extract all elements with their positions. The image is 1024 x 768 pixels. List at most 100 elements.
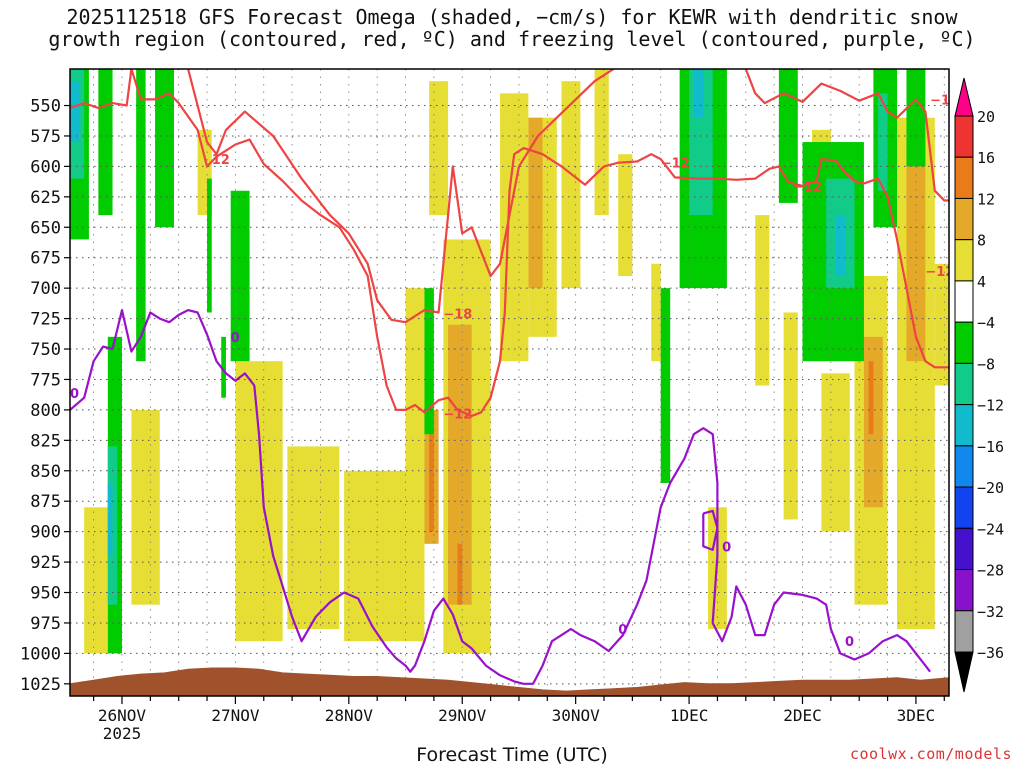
contour-label: −12 bbox=[443, 408, 472, 423]
omega-cell bbox=[783, 312, 798, 520]
colorbar: 20 16 12 8 4 −4 −8 −12 −16 −20 −24 −28 −32 −36 bbox=[954, 77, 1004, 693]
x-tick-label: 26NOV bbox=[98, 706, 147, 725]
x-tick-label: 1DEC bbox=[670, 706, 709, 725]
contour-label: −12 bbox=[793, 180, 822, 195]
x-tick-label: 28NOV bbox=[325, 706, 374, 725]
colorbar-label: 16 bbox=[977, 149, 995, 167]
colorbar-label: −8 bbox=[977, 355, 995, 373]
y-tick-label: 600 bbox=[30, 157, 61, 177]
contour-label: 12 bbox=[212, 153, 230, 168]
y-tick-label: 1025 bbox=[20, 675, 61, 695]
x-tick-label: 29NOV bbox=[438, 706, 487, 725]
title-line-1: 2025112518 GFS Forecast Omega (shaded, −… bbox=[66, 5, 958, 29]
omega-cell bbox=[660, 288, 671, 483]
y-tick-label: 750 bbox=[30, 340, 61, 360]
plot-frame bbox=[69, 68, 950, 697]
freezing-level-0c-loop bbox=[702, 509, 719, 551]
omega-cell bbox=[651, 263, 661, 362]
colorbar-segment bbox=[954, 527, 974, 571]
terrain bbox=[70, 667, 949, 696]
colorbar-label: −12 bbox=[977, 397, 1004, 415]
credit-text: coolwx.com/models bbox=[849, 745, 1012, 763]
contour-label: −18 bbox=[930, 93, 959, 108]
terrain-fill bbox=[70, 667, 949, 696]
title-line-2: growth region (contoured, red, ºC) and f… bbox=[48, 27, 976, 51]
x-tick-label: 2DEC bbox=[783, 706, 822, 725]
colorbar-label: 8 bbox=[977, 232, 986, 250]
contour-label: 0 bbox=[70, 387, 79, 402]
colorbar-segment bbox=[954, 362, 974, 406]
omega-cell bbox=[207, 178, 212, 313]
y-tick-label: 1000 bbox=[20, 644, 61, 664]
omega-cell bbox=[429, 81, 449, 216]
omega-cell bbox=[561, 81, 581, 289]
omega-cell bbox=[934, 263, 949, 386]
y-axis: 550 575 600 625 650 675 700 725 750 775 800 825 850 8… bbox=[20, 97, 70, 695]
colorbar-label: 4 bbox=[977, 273, 986, 291]
chart-title: 2025112518 GFS Forecast Omega (shaded, −… bbox=[0, 6, 1024, 50]
omega-cell bbox=[424, 288, 434, 435]
contour-label: 0 bbox=[618, 623, 627, 638]
omega-cell bbox=[131, 409, 160, 605]
y-tick-label: 825 bbox=[30, 431, 61, 451]
y-tick-label: 775 bbox=[30, 370, 61, 390]
y-tick-label: 575 bbox=[30, 127, 61, 147]
colorbar-segment bbox=[954, 486, 974, 529]
colorbar-label: −24 bbox=[977, 520, 1004, 538]
colorbar-label: 20 bbox=[977, 108, 995, 126]
contour-label: 0 bbox=[845, 635, 854, 650]
y-tick-label: 800 bbox=[30, 401, 61, 421]
y-tick-label: 900 bbox=[30, 523, 61, 543]
x-axis-title: Forecast Time (UTC) bbox=[416, 744, 608, 766]
omega-cell bbox=[457, 543, 463, 605]
colorbar-segment bbox=[954, 239, 974, 282]
omega-cell bbox=[835, 215, 846, 276]
colorbar-label: −4 bbox=[977, 314, 995, 332]
omega-shading bbox=[70, 69, 949, 654]
contours: 12 −18 −12 −12 −12 −18 −12 0 0 0 0 0 bbox=[70, 69, 959, 685]
y-tick-label: 975 bbox=[30, 614, 61, 634]
x-tick-sublabel: 2025 bbox=[103, 724, 142, 743]
x-tick-label: 30NOV bbox=[552, 706, 601, 725]
colorbar-label: −36 bbox=[977, 644, 1004, 662]
omega-cell bbox=[878, 93, 888, 191]
y-tick-label: 875 bbox=[30, 492, 61, 512]
contour-label: −18 bbox=[443, 308, 472, 323]
omega-cell bbox=[429, 434, 434, 532]
colorbar-segment bbox=[954, 445, 974, 488]
y-tick-label: 675 bbox=[30, 249, 61, 269]
omega-cell bbox=[594, 69, 609, 216]
omega-cell bbox=[155, 69, 174, 228]
y-tick-label: 725 bbox=[30, 310, 61, 330]
colorbar-segment bbox=[954, 197, 974, 241]
contour-label: 0 bbox=[722, 540, 731, 555]
x-tick-label: 3DEC bbox=[897, 706, 936, 725]
colorbar-segment bbox=[954, 280, 974, 323]
y-tick-label: 625 bbox=[30, 188, 61, 208]
colorbar-segment bbox=[954, 115, 974, 158]
omega-cell bbox=[221, 336, 226, 398]
omega-cell bbox=[98, 69, 113, 216]
dgz-minus12 bbox=[70, 69, 949, 418]
omega-cell bbox=[821, 373, 850, 532]
colorbar-segment bbox=[954, 321, 974, 364]
omega-cell bbox=[344, 470, 406, 642]
colorbar-segment bbox=[954, 156, 974, 199]
y-tick-label: 550 bbox=[30, 97, 61, 117]
omega-cell bbox=[107, 482, 113, 556]
dgz-minus18 bbox=[187, 69, 615, 324]
colorbar-label: −32 bbox=[977, 603, 1004, 621]
omega-cell bbox=[528, 117, 543, 289]
colorbar-top-arrow bbox=[954, 77, 974, 117]
colorbar-label: −16 bbox=[977, 438, 1004, 456]
y-tick-label: 650 bbox=[30, 218, 61, 238]
omega-cell bbox=[693, 69, 704, 118]
omega-cell bbox=[136, 69, 146, 362]
omega-cell bbox=[868, 361, 874, 435]
colorbar-segment bbox=[954, 610, 974, 653]
contour-label: 0 bbox=[231, 331, 240, 346]
omega-cell bbox=[618, 154, 633, 276]
y-tick-label: 700 bbox=[30, 279, 61, 299]
